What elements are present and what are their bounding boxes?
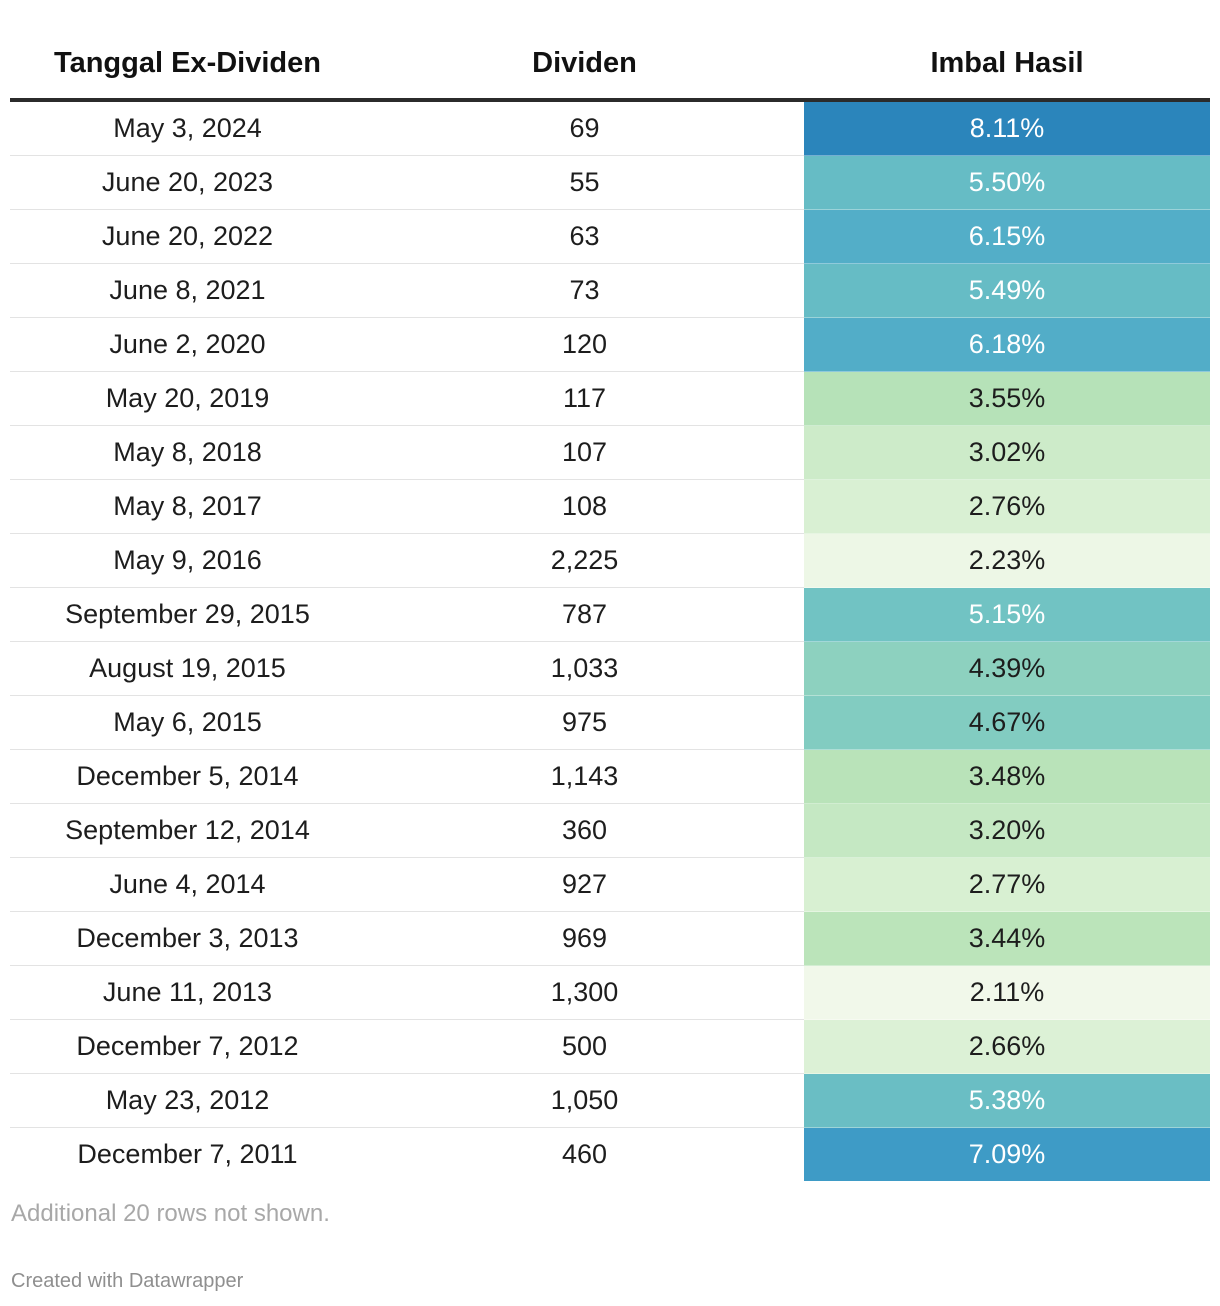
ex-dividend-date-cell: December 5, 2014: [10, 749, 365, 804]
dividend-cell: 1,033: [365, 641, 804, 696]
table-row: September 29, 2015 787 5.15%: [10, 587, 1210, 642]
ex-dividend-date-cell: September 29, 2015: [10, 587, 365, 642]
ex-dividend-date-cell: June 20, 2023: [10, 155, 365, 210]
yield-heat-cell: 2.11%: [804, 965, 1210, 1020]
dividend-cell: 1,300: [365, 965, 804, 1020]
ex-dividend-date-cell: May 8, 2018: [10, 425, 365, 480]
table-row: May 23, 2012 1,050 5.38%: [10, 1073, 1210, 1128]
table-row: June 20, 2022 63 6.15%: [10, 209, 1210, 264]
ex-dividend-date-cell: June 11, 2013: [10, 965, 365, 1020]
yield-heat-cell: 8.11%: [804, 100, 1210, 156]
ex-dividend-date-cell: May 3, 2024: [10, 100, 365, 156]
yield-heat-cell: 3.02%: [804, 425, 1210, 480]
yield-heat-cell: 5.15%: [804, 587, 1210, 642]
rows-hidden-note: Additional 20 rows not shown.: [11, 1200, 330, 1227]
yield-heat-cell: 5.38%: [804, 1073, 1210, 1128]
ex-dividend-date-cell: May 6, 2015: [10, 695, 365, 750]
dividend-cell: 120: [365, 317, 804, 372]
dividend-cell: 787: [365, 587, 804, 642]
ex-dividend-date-cell: May 8, 2017: [10, 479, 365, 534]
yield-heat-cell: 3.55%: [804, 371, 1210, 426]
yield-heat-cell: 4.39%: [804, 641, 1210, 696]
dividend-cell: 117: [365, 371, 804, 426]
dividend-cell: 927: [365, 857, 804, 912]
yield-heat-cell: 6.18%: [804, 317, 1210, 372]
datawrapper-credit: Created with Datawrapper: [11, 1270, 244, 1292]
yield-heat-cell: 2.76%: [804, 479, 1210, 534]
yield-heat-cell: 2.66%: [804, 1019, 1210, 1074]
table-row: December 3, 2013 969 3.44%: [10, 911, 1210, 966]
dividend-cell: 1,050: [365, 1073, 804, 1128]
dividend-cell: 969: [365, 911, 804, 966]
dividend-cell: 55: [365, 155, 804, 210]
table-row: June 2, 2020 120 6.18%: [10, 317, 1210, 372]
dividend-cell: 108: [365, 479, 804, 534]
ex-dividend-date-cell: May 9, 2016: [10, 533, 365, 588]
yield-heat-cell: 5.49%: [804, 263, 1210, 318]
table-row: May 8, 2017 108 2.76%: [10, 479, 1210, 534]
column-header-ex-dividend-date[interactable]: Tanggal Ex-Dividen: [10, 28, 365, 102]
table-header: Tanggal Ex-Dividen Dividen Imbal Hasil: [10, 28, 1210, 102]
yield-heat-cell: 2.23%: [804, 533, 1210, 588]
ex-dividend-date-cell: June 2, 2020: [10, 317, 365, 372]
yield-heat-cell: 6.15%: [804, 209, 1210, 264]
dividend-cell: 107: [365, 425, 804, 480]
table-row: August 19, 2015 1,033 4.39%: [10, 641, 1210, 696]
dividend-cell: 500: [365, 1019, 804, 1074]
yield-heat-cell: 5.50%: [804, 155, 1210, 210]
dividend-cell: 73: [365, 263, 804, 318]
table-row: June 11, 2013 1,300 2.11%: [10, 965, 1210, 1020]
dividend-cell: 360: [365, 803, 804, 858]
yield-heat-cell: 4.67%: [804, 695, 1210, 750]
yield-heat-cell: 3.20%: [804, 803, 1210, 858]
dividend-cell: 69: [365, 100, 804, 156]
ex-dividend-date-cell: May 23, 2012: [10, 1073, 365, 1128]
table-row: May 20, 2019 117 3.55%: [10, 371, 1210, 426]
dividend-table: Tanggal Ex-Dividen Dividen Imbal Hasil M…: [10, 28, 1210, 1181]
dividend-table-container: Tanggal Ex-Dividen Dividen Imbal Hasil M…: [10, 28, 1210, 1181]
ex-dividend-date-cell: June 20, 2022: [10, 209, 365, 264]
ex-dividend-date-cell: December 3, 2013: [10, 911, 365, 966]
ex-dividend-date-cell: June 8, 2021: [10, 263, 365, 318]
table-row: May 3, 2024 69 8.11%: [10, 100, 1210, 156]
table-row: December 7, 2011 460 7.09%: [10, 1127, 1210, 1181]
table-row: September 12, 2014 360 3.20%: [10, 803, 1210, 858]
table-row: June 20, 2023 55 5.50%: [10, 155, 1210, 210]
table-row: May 9, 2016 2,225 2.23%: [10, 533, 1210, 588]
dividend-cell: 2,225: [365, 533, 804, 588]
yield-heat-cell: 3.44%: [804, 911, 1210, 966]
ex-dividend-date-cell: December 7, 2012: [10, 1019, 365, 1074]
table-row: May 6, 2015 975 4.67%: [10, 695, 1210, 750]
dividend-cell: 460: [561, 1139, 608, 1169]
table-row: December 7, 2012 500 2.66%: [10, 1019, 1210, 1074]
table-row: December 5, 2014 1,143 3.48%: [10, 749, 1210, 804]
yield-heat-cell: 3.48%: [804, 749, 1210, 804]
yield-heat-cell: 7.09%: [804, 1127, 1210, 1181]
table-body: May 3, 2024 69 8.11% June 20, 2023 55 5.50% Ju…: [10, 100, 1210, 1181]
table-row: May 8, 2018 107 3.02%: [10, 425, 1210, 480]
ex-dividend-date-cell: June 4, 2014: [10, 857, 365, 912]
ex-dividend-date-cell: May 20, 2019: [10, 371, 365, 426]
table-row: June 4, 2014 927 2.77%: [10, 857, 1210, 912]
dividend-cell: 1,143: [365, 749, 804, 804]
table-row: June 8, 2021 73 5.49%: [10, 263, 1210, 318]
dividend-cell: 63: [365, 209, 804, 264]
dividend-cell: 975: [365, 695, 804, 750]
ex-dividend-date-cell: December 7, 2011: [77, 1139, 298, 1169]
ex-dividend-date-cell: August 19, 2015: [10, 641, 365, 696]
yield-heat-cell: 2.77%: [804, 857, 1210, 912]
header-row: Tanggal Ex-Dividen Dividen Imbal Hasil: [10, 28, 1210, 102]
column-header-dividend[interactable]: Dividen: [365, 28, 804, 102]
column-header-yield[interactable]: Imbal Hasil: [804, 28, 1210, 102]
ex-dividend-date-cell: September 12, 2014: [10, 803, 365, 858]
